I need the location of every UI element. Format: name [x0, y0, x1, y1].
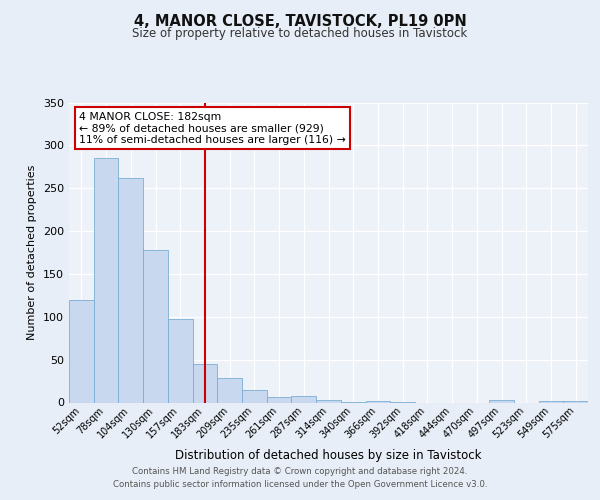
Bar	[316, 400, 341, 402]
Bar	[143, 250, 168, 402]
Bar	[69, 300, 94, 403]
X-axis label: Distribution of detached houses by size in Tavistock: Distribution of detached houses by size …	[175, 448, 482, 462]
Bar	[539, 401, 563, 402]
Bar	[242, 390, 267, 402]
Bar	[489, 400, 514, 402]
Text: Contains public sector information licensed under the Open Government Licence v3: Contains public sector information licen…	[113, 480, 487, 489]
Bar	[563, 401, 588, 402]
Bar	[193, 364, 217, 403]
Y-axis label: Number of detached properties: Number of detached properties	[28, 165, 37, 340]
Bar	[118, 178, 143, 402]
Text: Contains HM Land Registry data © Crown copyright and database right 2024.: Contains HM Land Registry data © Crown c…	[132, 467, 468, 476]
Bar	[365, 401, 390, 402]
Bar	[292, 396, 316, 402]
Bar	[217, 378, 242, 402]
Bar	[168, 320, 193, 402]
Text: Size of property relative to detached houses in Tavistock: Size of property relative to detached ho…	[133, 28, 467, 40]
Text: 4 MANOR CLOSE: 182sqm
← 89% of detached houses are smaller (929)
11% of semi-det: 4 MANOR CLOSE: 182sqm ← 89% of detached …	[79, 112, 346, 144]
Bar	[94, 158, 118, 402]
Text: 4, MANOR CLOSE, TAVISTOCK, PL19 0PN: 4, MANOR CLOSE, TAVISTOCK, PL19 0PN	[134, 14, 466, 29]
Bar	[267, 396, 292, 402]
